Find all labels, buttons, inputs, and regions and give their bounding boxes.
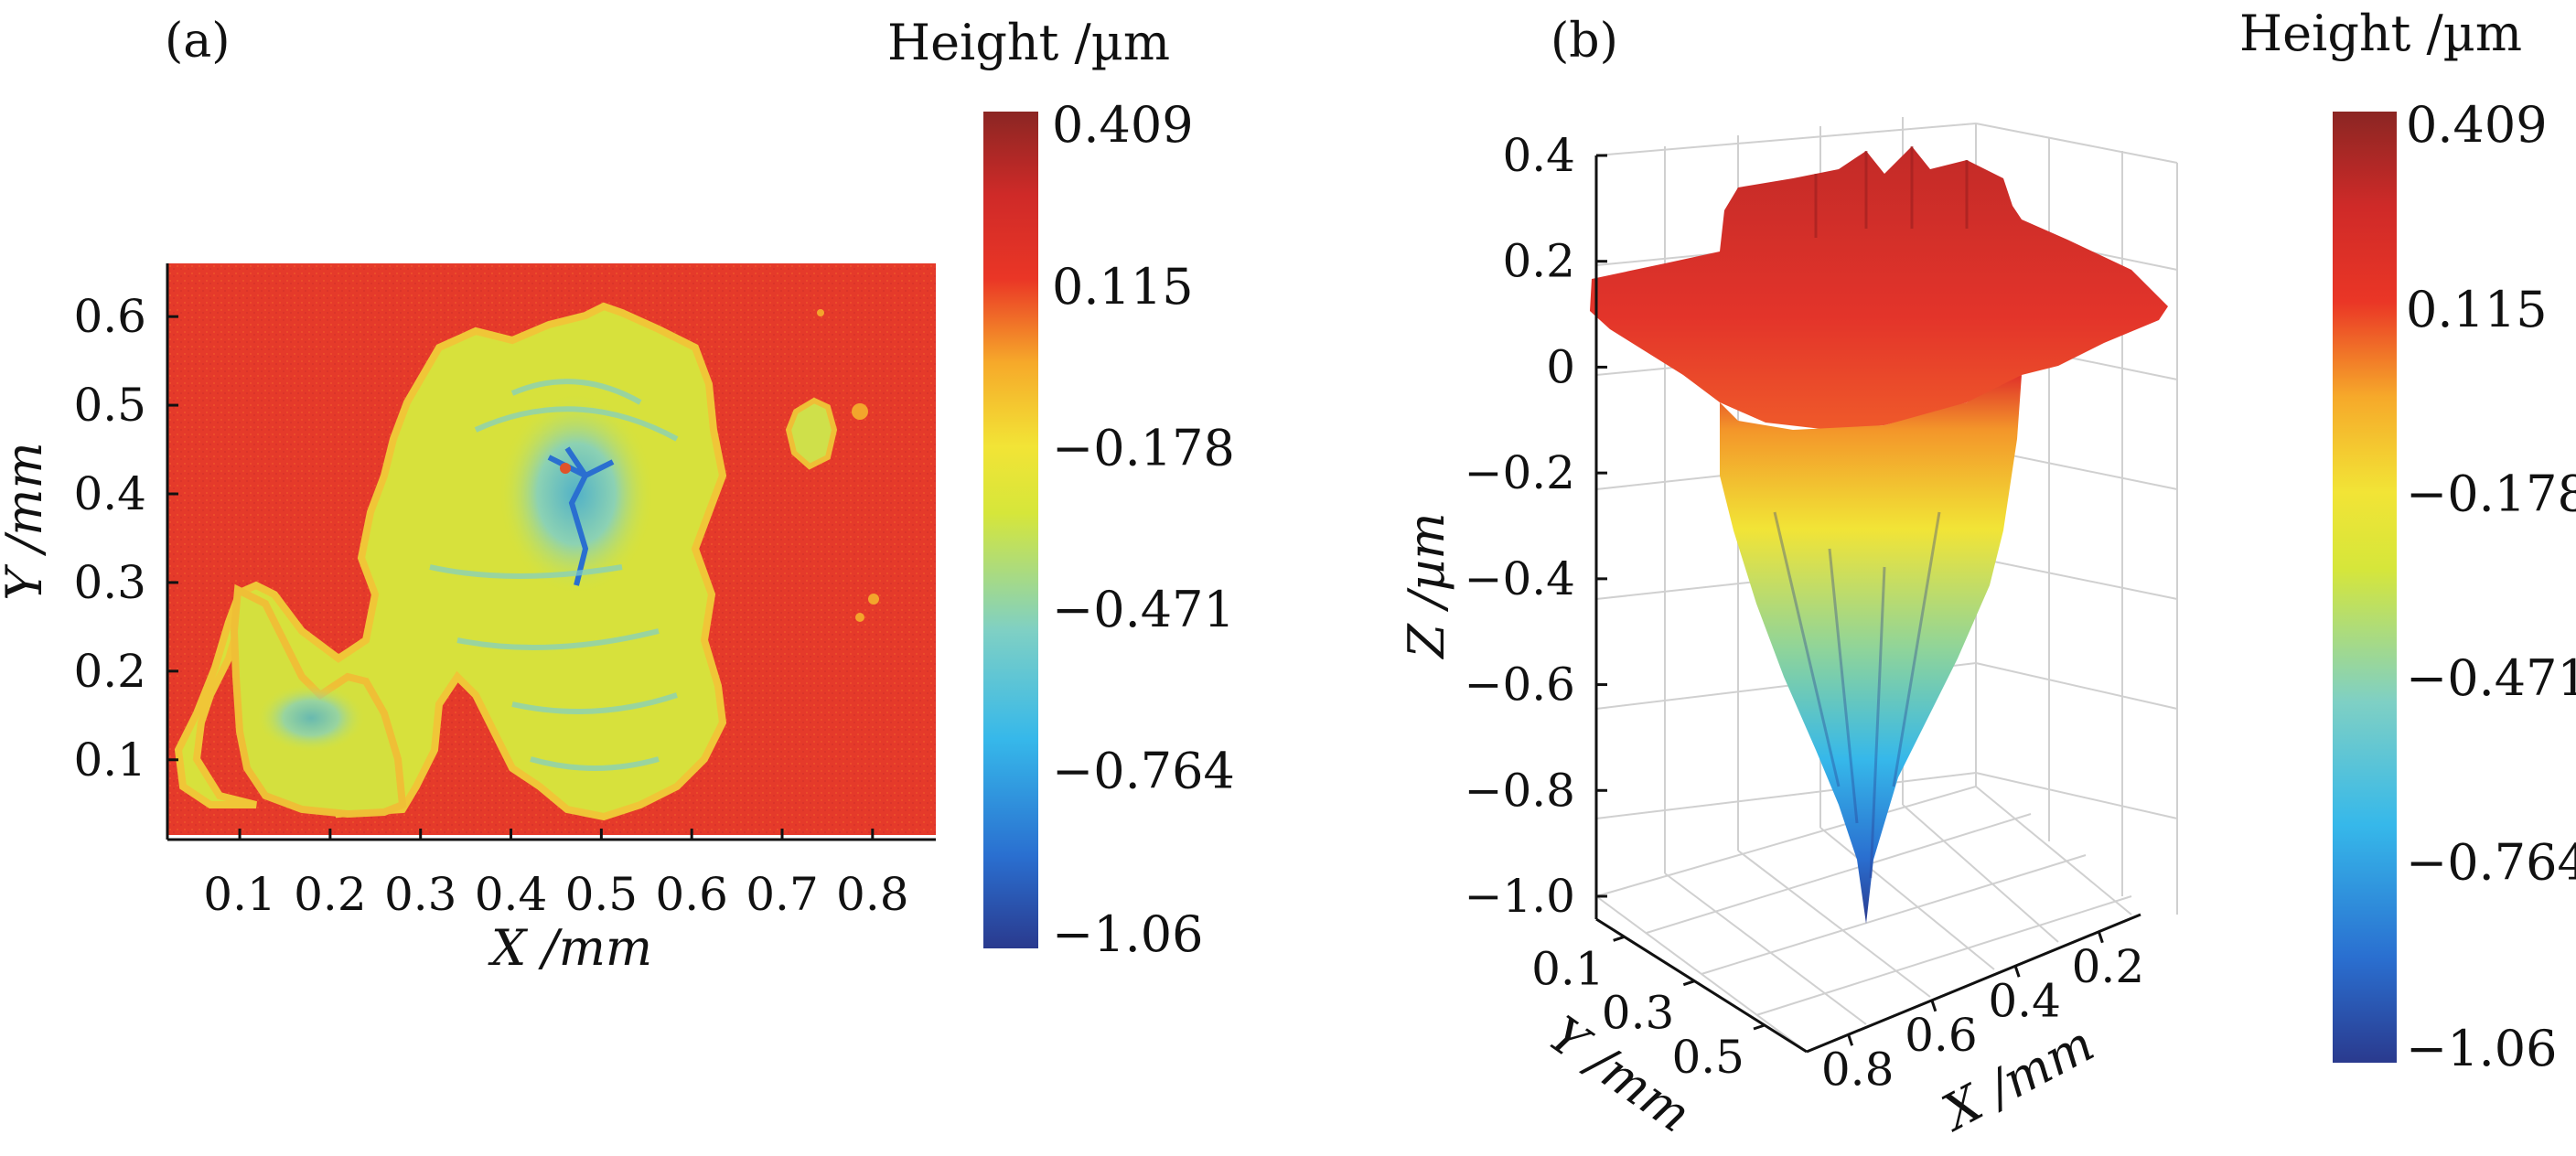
b-colorbar-tick-label: 0.115	[2406, 281, 2548, 338]
a-x-tick-label: 0.7	[746, 868, 819, 921]
b-colorbar-ticks: 0.409 0.115 −0.178 −0.471 −0.764 −1.06	[2406, 96, 2576, 1077]
a-x-tick-label: 0.1	[203, 868, 276, 921]
panel-b-label: (b)	[1551, 14, 1618, 69]
a-y-tick-label: 0.6	[73, 290, 146, 343]
a-colorbar-tick-label: −0.471	[1052, 581, 1235, 638]
speck-mark	[855, 613, 864, 622]
b-z-ticks: 0.4 0.2 0 −0.2 −0.4 −0.6 −0.8 −1.0	[1465, 129, 1607, 923]
b-colorbar	[2333, 112, 2397, 1063]
panel-a-label: (a)	[165, 14, 231, 69]
b-y-tick-mark	[1682, 979, 1695, 987]
b-y-tick-mark	[1753, 1023, 1766, 1031]
b-colorbar-tick-label: −0.471	[2406, 649, 2576, 707]
panel-a-heatmap: (a)	[0, 14, 1235, 977]
b-colorbar-title: Height /µm	[2239, 5, 2522, 62]
a-y-tick-label: 0.3	[73, 556, 146, 609]
a-y-ticks: 0.1 0.2 0.3 0.4 0.5 0.6	[73, 290, 178, 787]
b-x-tick-label: 0.8	[1821, 1043, 1894, 1096]
b-x-axis-line	[1806, 913, 2141, 1054]
a-x-axis-title: X /mm	[488, 919, 652, 977]
a-x-tick-label: 0.2	[294, 868, 367, 921]
a-x-tick-label: 0.3	[384, 868, 457, 921]
a-colorbar-tick-label: −1.06	[1052, 905, 1203, 963]
left-pit-core	[256, 683, 366, 753]
a-colorbar-tick-label: −0.764	[1052, 743, 1235, 800]
b-y-tick-mark	[1613, 935, 1626, 942]
a-y-tick-label: 0.4	[73, 467, 146, 520]
a-colorbar-tick-label: −0.178	[1052, 420, 1235, 477]
speck-mark	[852, 403, 868, 420]
b-x-tick-mark	[2097, 931, 2104, 944]
deepest-point	[560, 463, 571, 474]
deepest-crack	[547, 446, 615, 586]
b-colorbar-tick-label: −0.764	[2406, 833, 2576, 891]
b-y-axis-line	[1595, 917, 1808, 1054]
b-y-tick-label: 0.1	[1531, 942, 1605, 995]
b-x-tick-mark	[2013, 965, 2021, 978]
speck-mark	[868, 594, 879, 605]
b-z-tick-label: −0.4	[1465, 552, 1575, 605]
speck-mark	[817, 309, 824, 316]
heatmap-image	[167, 263, 936, 835]
b-z-tick-label: 0.2	[1502, 235, 1575, 288]
surface-spikes	[1814, 146, 1969, 238]
b-x-ticks: 0.20.40.60.8	[1821, 931, 2145, 1096]
b-x-tick-label: 0.6	[1905, 1009, 1978, 1062]
b-x-tick-label: 0.2	[2072, 940, 2145, 993]
b-colorbar-tick-label: −1.06	[2406, 1020, 2557, 1077]
surface-plateau	[1590, 146, 2168, 430]
b-y-tick-label: 0.3	[1602, 987, 1675, 1040]
b-z-tick-label: 0	[1546, 340, 1575, 393]
b-z-axis-title: Z /µm	[1398, 512, 1455, 659]
b-z-tick-label: −1.0	[1465, 870, 1575, 923]
surface-funnel	[1720, 375, 2022, 924]
a-x-tick-label: 0.6	[655, 868, 728, 921]
ripple-bands	[429, 379, 679, 771]
a-y-axis-title: Y /mm	[0, 442, 53, 600]
b-x-tick-mark	[1847, 1033, 1854, 1046]
a-y-tick-label: 0.2	[73, 645, 146, 698]
b-z-tick-label: −0.6	[1465, 658, 1575, 712]
a-x-tick-label: 0.8	[836, 868, 909, 921]
a-colorbar-ticks: 0.409 0.115 −0.178 −0.471 −0.764 −1.06	[1052, 96, 1235, 963]
b-z-tick-label: 0.4	[1502, 129, 1575, 182]
panel-b-surface: (b)	[1398, 5, 2576, 1143]
a-colorbar	[983, 112, 1038, 948]
a-colorbar-title: Height /µm	[887, 14, 1170, 71]
a-x-ticks: 0.1 0.2 0.3 0.4 0.5 0.6 0.7 0.8	[203, 829, 909, 921]
a-colorbar-tick-label: 0.115	[1052, 258, 1194, 316]
b-x-tick-label: 0.4	[1988, 974, 2061, 1027]
a-x-tick-label: 0.5	[565, 868, 639, 921]
a-x-tick-label: 0.4	[475, 868, 548, 921]
a-y-tick-label: 0.1	[73, 733, 146, 787]
b-x-tick-mark	[1930, 1000, 1937, 1012]
b-colorbar-tick-label: −0.178	[2406, 466, 2576, 523]
small-pit-region	[785, 397, 838, 470]
a-colorbar-tick-label: 0.409	[1052, 96, 1194, 154]
b-colorbar-tick-label: 0.409	[2406, 96, 2548, 154]
b-y-tick-label: 0.5	[1671, 1031, 1744, 1084]
b-z-tick-label: −0.2	[1465, 446, 1575, 499]
b-y-ticks: 0.10.30.5	[1531, 935, 1766, 1084]
b-z-tick-label: −0.8	[1465, 764, 1575, 817]
a-y-tick-label: 0.5	[73, 379, 146, 432]
funnel-streaks	[1773, 511, 1941, 879]
